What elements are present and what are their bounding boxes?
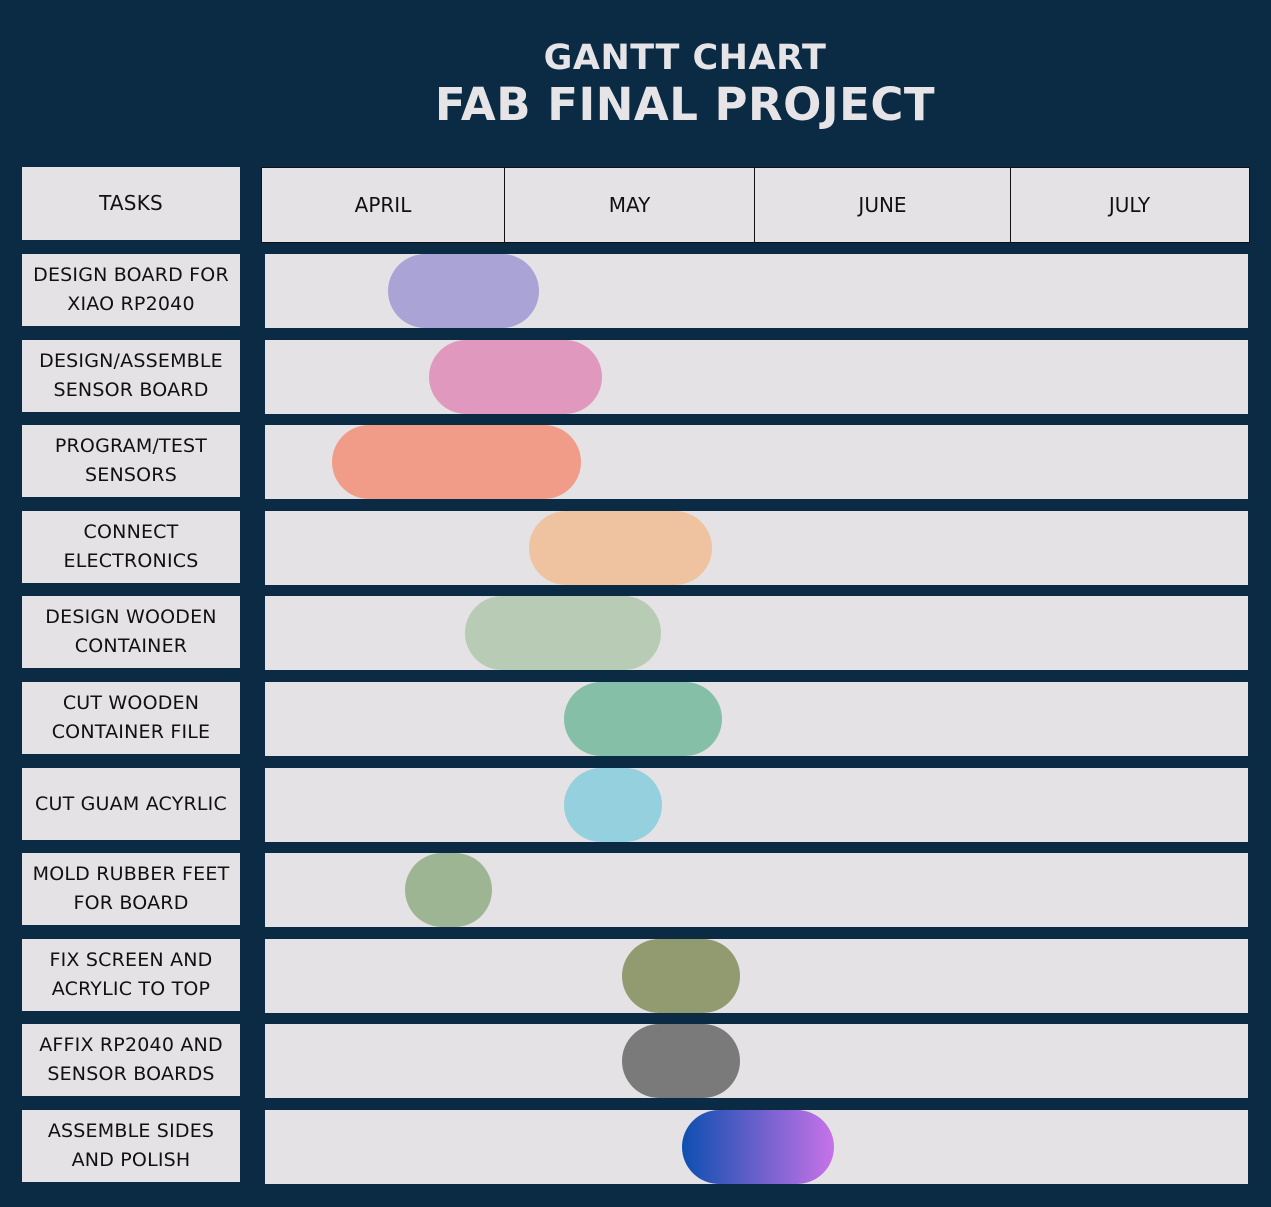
task-bar bbox=[405, 853, 492, 927]
task-label: PROGRAM/TEST SENSORS bbox=[22, 425, 240, 497]
task-label: FIX SCREEN AND ACRYLIC TO TOP bbox=[22, 939, 240, 1011]
timeline-track bbox=[265, 511, 1248, 585]
task-label: AFFIX RP2040 AND SENSOR BOARDS bbox=[22, 1024, 240, 1096]
month-header-row: APRIL MAY JUNE JULY bbox=[261, 167, 1250, 243]
timeline-track bbox=[265, 340, 1248, 414]
timeline-track bbox=[265, 1024, 1248, 1098]
task-bar bbox=[564, 682, 722, 756]
chart-subtitle: GANTT CHART bbox=[543, 38, 827, 78]
task-bar bbox=[529, 511, 712, 585]
month-header-july: JULY bbox=[1010, 168, 1248, 242]
task-label: DESIGN WOODEN CONTAINER bbox=[22, 596, 240, 668]
chart-title: FAB FINAL PROJECT bbox=[434, 78, 936, 131]
task-label: DESIGN/ASSEMBLE SENSOR BOARD bbox=[22, 340, 240, 412]
task-bar bbox=[622, 1024, 740, 1098]
month-header-april: APRIL bbox=[354, 193, 412, 217]
task-bar bbox=[682, 1110, 834, 1184]
month-header-may: MAY bbox=[504, 168, 754, 242]
task-bar bbox=[564, 768, 662, 842]
task-bar bbox=[622, 939, 740, 1013]
task-bar bbox=[332, 425, 581, 499]
tasks-column-header: TASKS bbox=[22, 167, 240, 240]
task-bar bbox=[429, 340, 602, 414]
timeline-track bbox=[265, 596, 1248, 670]
task-label: MOLD RUBBER FEET FOR BOARD bbox=[22, 853, 240, 925]
task-label: DESIGN BOARD FOR XIAO RP2040 bbox=[22, 254, 240, 326]
task-label: CONNECT ELECTRONICS bbox=[22, 511, 240, 583]
task-label: CUT WOODEN CONTAINER FILE bbox=[22, 682, 240, 754]
task-bar bbox=[388, 254, 539, 328]
task-label: ASSEMBLE SIDES AND POLISH bbox=[22, 1110, 240, 1182]
timeline-track bbox=[265, 939, 1248, 1013]
task-label: CUT GUAM ACYRLIC bbox=[22, 768, 240, 840]
task-bar bbox=[465, 596, 661, 670]
month-header-june: JUNE bbox=[754, 168, 1010, 242]
timeline-track bbox=[265, 682, 1248, 756]
timeline-track bbox=[265, 768, 1248, 842]
